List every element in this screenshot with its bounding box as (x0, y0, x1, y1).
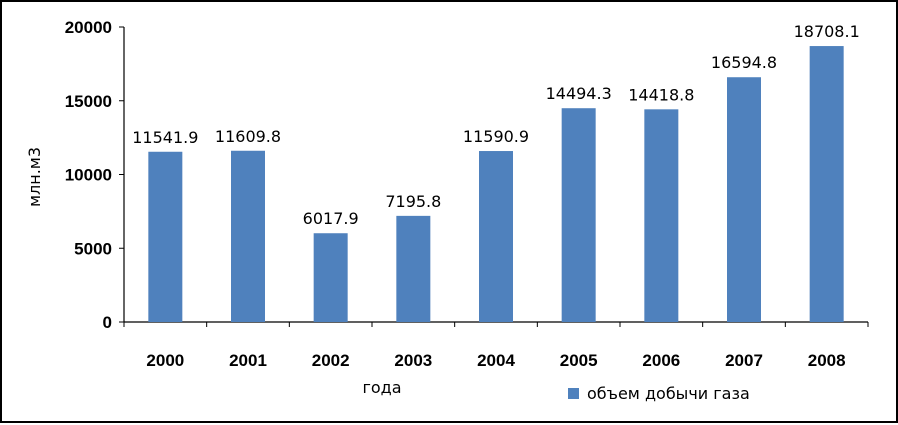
bar-2002 (313, 233, 348, 322)
x-tick-label-2000: 2000 (146, 351, 184, 370)
legend-swatch (568, 388, 579, 399)
bars (148, 46, 844, 323)
bar-2001 (231, 150, 265, 322)
y-axis-title: млн.м3 (25, 147, 44, 207)
bar-2004 (479, 151, 513, 322)
data-label-2006: 14418.8 (628, 85, 694, 104)
bar-2005 (561, 108, 596, 322)
data-labels: 11541.9 11609.8 6017.9 7195.8 11590.9 14494.3… (132, 22, 860, 228)
tick-labels: 0 5000 10000 15000 20000 2000 2001 2002 2003 2004… (65, 18, 846, 370)
legend-label: объем добычи газа (587, 384, 750, 403)
data-label-2002: 6017.9 (303, 209, 359, 228)
bar-2003 (396, 215, 431, 322)
bar-2000 (148, 151, 183, 322)
data-label-2007: 16594.8 (711, 53, 777, 72)
y-tick-label: 5000 (74, 239, 112, 258)
data-label-2000: 11541.9 (132, 128, 198, 147)
x-tick-label-2007: 2007 (725, 351, 763, 370)
legend: объем добычи газа (568, 384, 750, 403)
y-tick-label: 20000 (65, 18, 112, 37)
y-tick-label: 15000 (65, 92, 112, 111)
y-tick-label: 0 (103, 313, 112, 332)
data-label-2005: 14494.3 (546, 84, 612, 103)
x-tick-label-2002: 2002 (312, 351, 350, 370)
data-label-2003: 7195.8 (385, 192, 441, 211)
x-tick-label-2006: 2006 (642, 351, 680, 370)
bar-2006 (644, 109, 679, 323)
x-tick-label-2004: 2004 (477, 351, 515, 370)
data-label-2004: 11590.9 (463, 127, 529, 146)
bar-2007 (727, 77, 761, 322)
bar-2008 (809, 46, 844, 322)
x-axis-title: года (362, 378, 401, 397)
x-tick-label-2005: 2005 (560, 351, 598, 370)
y-tick-label: 10000 (65, 166, 112, 185)
x-tick-label-2008: 2008 (808, 351, 846, 370)
x-tick-label-2001: 2001 (229, 351, 267, 370)
data-label-2001: 11609.8 (215, 127, 281, 146)
data-label-2008: 18708.1 (794, 22, 860, 41)
x-tick-label-2003: 2003 (394, 351, 432, 370)
